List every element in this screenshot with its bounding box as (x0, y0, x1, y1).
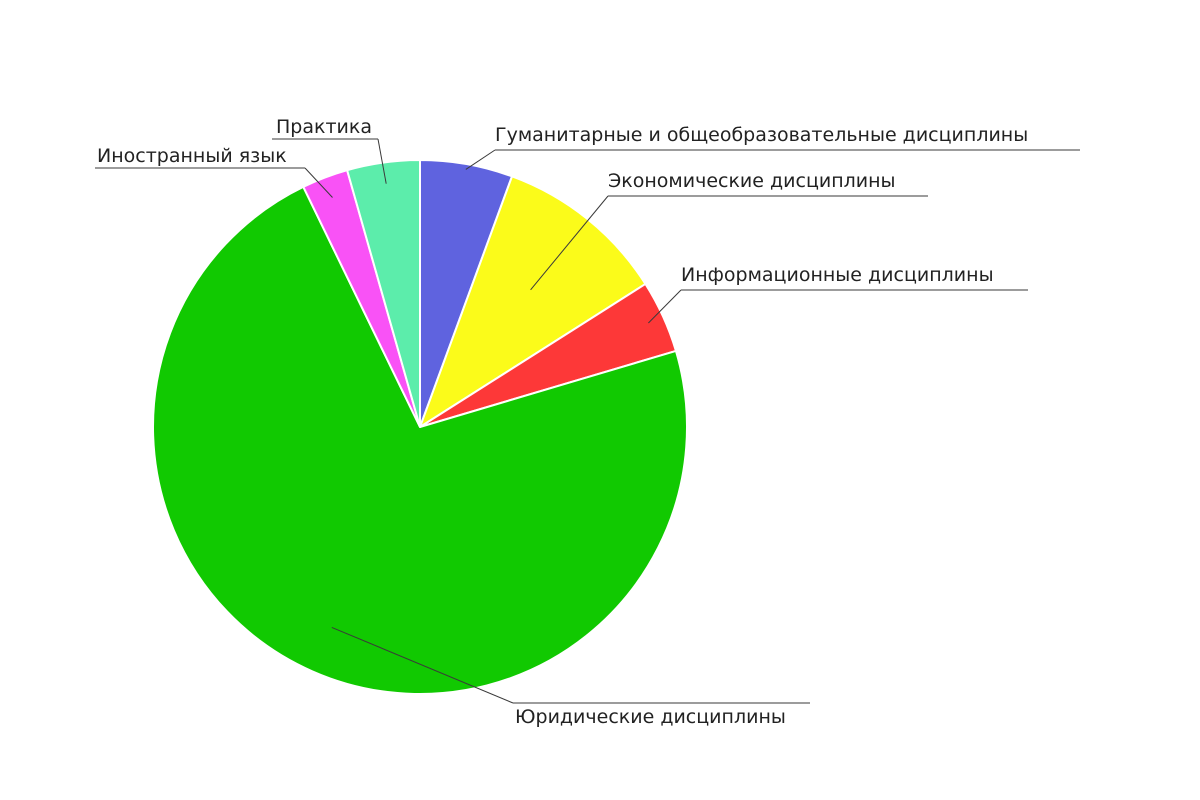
pie-slice (346, 159, 421, 428)
leader-line (331, 626, 514, 704)
leader-line (465, 149, 496, 170)
slice-label: Практика (276, 116, 372, 138)
leader-lines (95, 138, 1080, 704)
leader-line (648, 289, 682, 324)
pie-slices (152, 159, 688, 695)
leader-line (304, 167, 333, 198)
slice-label: Иностранный язык (97, 145, 287, 167)
slice-label: Юридические дисциплины (515, 706, 786, 728)
pie-slice (152, 185, 688, 695)
slice-label: Информационные дисциплины (681, 264, 994, 286)
pie-slice (419, 175, 647, 428)
slice-label: Гуманитарные и общеобразовательные дисци… (495, 124, 1028, 146)
leader-line (530, 195, 609, 291)
leader-line (377, 138, 387, 184)
slice-labels: Гуманитарные и общеобразовательные дисци… (97, 116, 1028, 728)
slice-label: Экономические дисциплины (608, 170, 896, 192)
